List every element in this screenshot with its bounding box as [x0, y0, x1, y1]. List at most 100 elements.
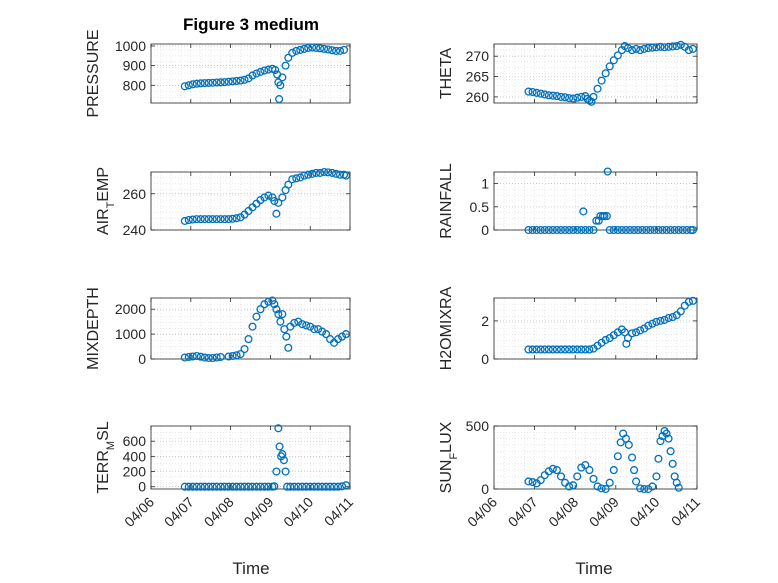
sun-flux-data-point [672, 478, 681, 487]
rainfall-data-point [565, 225, 574, 235]
theta-data-point [632, 44, 641, 53]
air-temp-data-point [272, 209, 281, 218]
theta-data-point [648, 43, 657, 52]
pressure-data-point [252, 69, 261, 78]
rainfall-data-point [625, 225, 635, 235]
theta-data-point [548, 91, 557, 100]
theta-data-point [623, 44, 633, 53]
rainfall-data-point [670, 225, 679, 235]
theta-data-point [587, 97, 596, 106]
terr-msl-ylabel: TERRMSL [95, 421, 117, 493]
theta-data-point [597, 76, 606, 85]
rainfall-data-point [552, 225, 561, 235]
theta-data-point [532, 88, 541, 97]
air-temp-data-point [196, 215, 205, 224]
terr-msl-xtick-label: 04/06 [121, 494, 157, 530]
pressure-data-point [240, 75, 249, 84]
pressure-data-point [208, 78, 217, 87]
terr-msl-data-point [200, 482, 209, 491]
figure-title: Figure 3 medium [183, 15, 319, 34]
sun-flux-data-point [627, 453, 637, 462]
rainfall-data-point [524, 225, 533, 235]
air-temp-data-point [292, 174, 301, 183]
theta-ylabel: THETA [438, 48, 455, 100]
air-temp-data-point [216, 215, 225, 224]
terr-msl-data-point [264, 482, 273, 491]
pressure-data-point [248, 71, 257, 80]
mixdepth-data-point [184, 352, 193, 362]
theta-data-point [536, 89, 545, 98]
sun-flux-data-point [565, 482, 574, 491]
sun-flux-data-point [536, 476, 545, 485]
rainfall-data-point [621, 225, 630, 235]
theta-data-point [640, 44, 649, 53]
sun-flux-data-point [664, 434, 673, 443]
mixdepth-data-point [294, 317, 303, 326]
mixdepth-data-point [204, 353, 213, 363]
theta-data-point [601, 69, 610, 78]
pressure-data-point [216, 78, 225, 87]
terr-msl-data-point [208, 482, 217, 491]
air-temp-data-point [228, 214, 237, 223]
mixdepth-data-point [272, 305, 281, 314]
rainfall-data-point [682, 225, 691, 235]
air-temp-ytick-label: 240 [123, 222, 147, 238]
terr-msl-data-point [184, 482, 193, 491]
pressure-data-point [316, 44, 325, 53]
terr-msl-data-point [326, 482, 335, 491]
mixdepth-ytick-label: 0 [138, 351, 146, 367]
pressure-data-point [204, 78, 213, 87]
air-temp-data-point [300, 171, 309, 180]
pressure-data-point [260, 66, 269, 75]
pressure-data-point [328, 46, 337, 55]
terr-msl-data-point [330, 482, 339, 491]
mixdepth-data-point [224, 352, 233, 361]
terr-msl-data-point [310, 482, 319, 491]
terr-msl-data-point [244, 482, 253, 491]
pressure-data-point [271, 65, 280, 75]
terr-msl-xtick-label: 04/09 [240, 494, 276, 530]
air-temp-data-point [224, 215, 233, 224]
sun-flux-xtick-label: 04/11 [668, 494, 704, 530]
air-temp-data-point [284, 180, 293, 189]
rainfall-data-point [646, 225, 655, 235]
sun-flux-data-point [636, 484, 645, 493]
theta-data-point [593, 84, 602, 93]
rainfall-data-point [654, 225, 663, 235]
h2omixra-data-point [544, 345, 553, 354]
h2omixra-data-point [548, 345, 557, 354]
terr-msl-data-point [286, 482, 295, 491]
sun-flux-data-point [613, 452, 622, 461]
air-temp-data-point [264, 191, 273, 200]
pressure-data-point [284, 53, 293, 62]
sun-flux-data-point [632, 477, 641, 486]
h2omixra-data-point [668, 313, 677, 322]
rainfall-data-point [613, 225, 622, 235]
rainfall-data-point [589, 225, 598, 235]
pressure-data-point [292, 46, 301, 55]
mixdepth-data-point [341, 330, 351, 339]
mixdepth-data-point [252, 312, 261, 321]
sun-flux-data-point [589, 474, 598, 483]
sun-flux-ytick-label: 500 [466, 418, 490, 434]
pressure-data-point [308, 43, 317, 52]
mixdepth-data-point [274, 310, 283, 319]
rainfall-data-point [548, 225, 557, 235]
mixdepth-data-point [188, 352, 197, 361]
terr-msl-data-point [275, 442, 284, 451]
rainfall-data-point [666, 225, 675, 235]
terr-msl-data-point [274, 424, 283, 433]
h2omixra-data-point [556, 345, 566, 354]
theta-data-point [672, 41, 681, 51]
air-temp-data-point [304, 170, 313, 179]
pressure-data-point [339, 45, 349, 54]
rainfall-data-point [528, 225, 537, 235]
rainfall-data-point [579, 207, 588, 216]
terr-msl-data-point [290, 482, 299, 491]
sun-flux-data-point [652, 472, 661, 481]
terr-msl-data-point [252, 482, 261, 491]
h2omixra-data-point [648, 319, 657, 328]
pressure-data-point [256, 67, 265, 76]
sun-flux-data-point [569, 481, 578, 490]
terr-msl-data-point [314, 482, 323, 491]
